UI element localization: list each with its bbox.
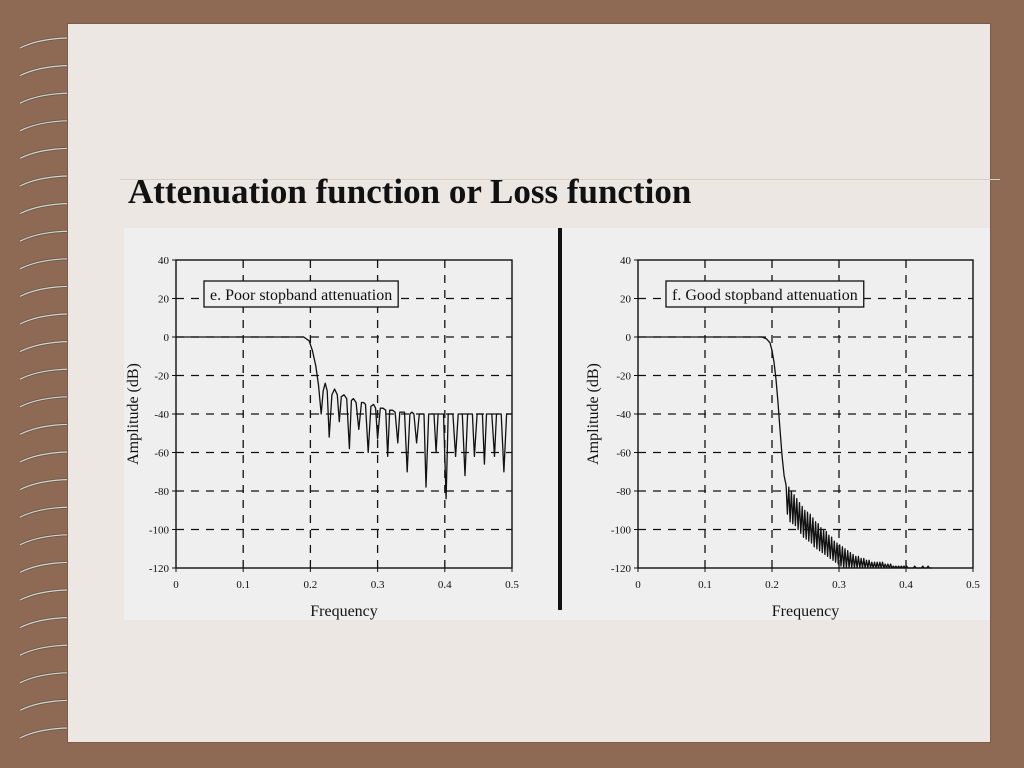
y-axis-label: Amplitude (dB) xyxy=(585,363,602,465)
x-axis-label: Frequency xyxy=(310,603,378,620)
x-tick-label: 0.2 xyxy=(765,579,779,591)
y-tick-label: -20 xyxy=(616,371,631,383)
y-tick-label: -40 xyxy=(616,409,631,421)
x-tick-label: 0.3 xyxy=(832,579,846,591)
chart-annotation-box xyxy=(203,280,399,308)
x-tick-label: 0.2 xyxy=(304,579,318,591)
chart-annotation: e. Poor stopband attenuation xyxy=(203,280,399,308)
x-axis-label: Frequency xyxy=(772,603,840,620)
x-tick-label: 0.4 xyxy=(438,579,452,591)
y-tick-label: -60 xyxy=(616,448,631,460)
y-tick-label: 0 xyxy=(164,332,170,344)
y-axis-label: Amplitude (dB) xyxy=(125,363,142,465)
y-tick-label: -40 xyxy=(154,409,169,421)
x-tick-label: 0 xyxy=(173,579,179,591)
x-tick-label: 0.5 xyxy=(966,579,980,591)
y-tick-label: -100 xyxy=(149,525,170,537)
x-tick-label: 0.1 xyxy=(236,579,250,591)
y-tick-label: 40 xyxy=(158,255,170,267)
y-tick-label: -80 xyxy=(616,486,631,498)
series-line xyxy=(638,336,933,569)
chart-annotation-text: e. Poor stopband attenuation xyxy=(210,287,392,304)
x-tick-label: 0.4 xyxy=(899,579,913,591)
title-divider-line xyxy=(120,179,1000,180)
y-tick-label: 40 xyxy=(620,255,632,267)
y-tick-label: 20 xyxy=(158,294,170,306)
y-tick-label: 20 xyxy=(620,294,632,306)
y-tick-label: 0 xyxy=(626,332,632,344)
chart-divider xyxy=(558,228,562,610)
y-tick-label: -80 xyxy=(154,486,169,498)
x-tick-label: 0.5 xyxy=(505,579,519,591)
chart-annotation-text: f. Good stopband attenuation xyxy=(672,287,858,304)
x-tick-label: 0.1 xyxy=(698,579,712,591)
y-tick-label: -60 xyxy=(154,448,169,460)
slide-title: Attenuation function or Loss function xyxy=(128,172,692,211)
figure-panel: 40 20 0 -20 -40 -60 -80 -100 -120 0 0.1 0.2 0.3 0.4 0.… xyxy=(124,228,990,620)
y-tick-label: -100 xyxy=(611,525,632,537)
chart-annotation-box xyxy=(665,280,865,308)
y-tick-label: -120 xyxy=(149,563,170,575)
x-tick-label: 0.3 xyxy=(371,579,385,591)
x-tick-label: 0 xyxy=(635,579,641,591)
y-tick-label: -20 xyxy=(154,371,169,383)
y-tick-label: -120 xyxy=(611,563,632,575)
series-line xyxy=(176,336,512,500)
chart-annotation: f. Good stopband attenuation xyxy=(665,280,865,308)
